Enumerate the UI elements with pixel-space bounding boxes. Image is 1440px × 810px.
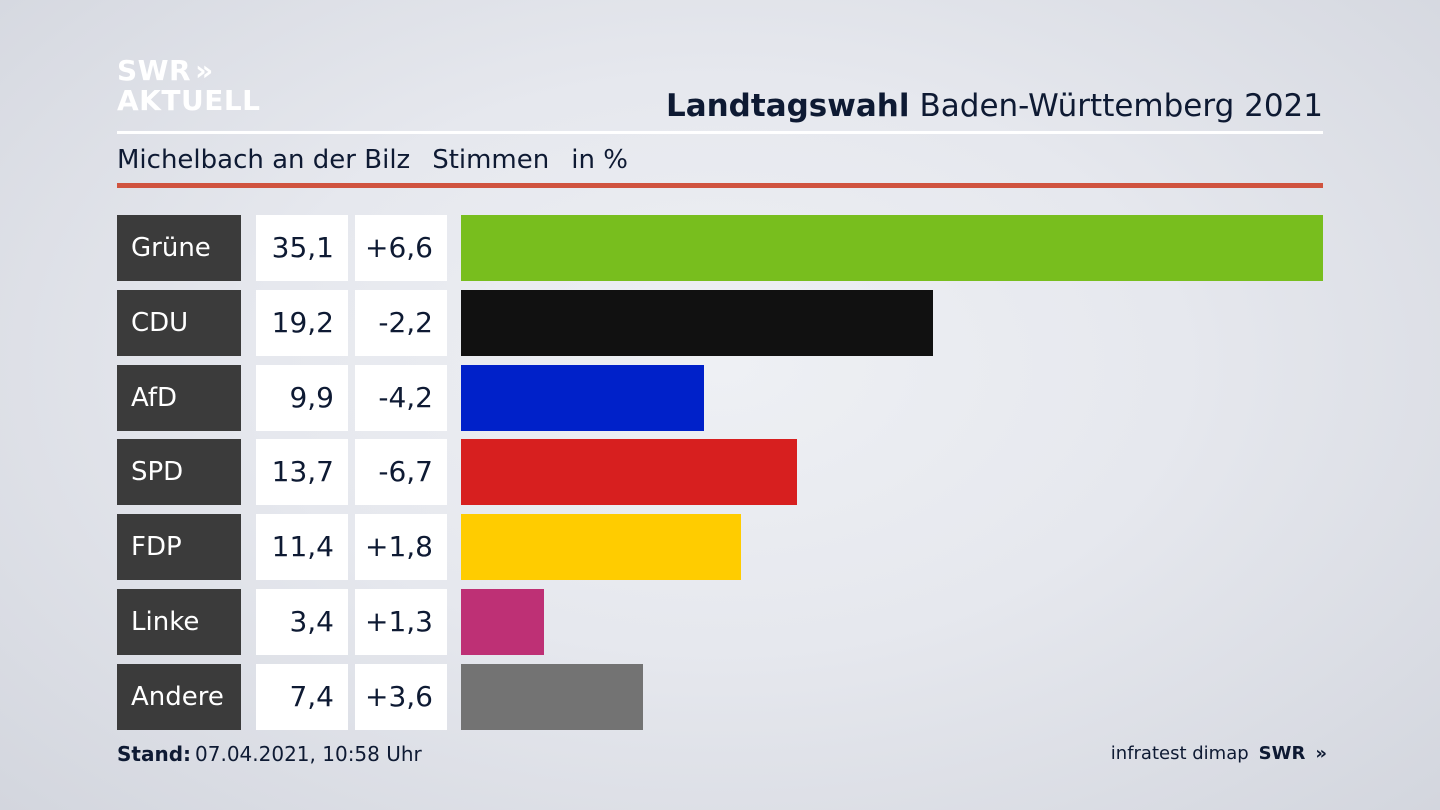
vote-share-bar [461, 365, 704, 431]
chart-row: Grüne 35,1 +6,6 [117, 215, 1323, 281]
vote-share-label: 13,7 [256, 439, 348, 505]
vote-share-label: 11,4 [256, 514, 348, 580]
vote-share-bar [461, 439, 797, 505]
vote-share-label: 9,9 [256, 365, 348, 431]
stand-value: 07.04.2021, 10:58 Uhr [195, 742, 422, 766]
chart-row: Andere 7,4 +3,6 [117, 664, 1323, 730]
vote-share-bar [461, 589, 544, 655]
vote-share-label: 35,1 [256, 215, 348, 281]
change-label: +3,6 [355, 664, 447, 730]
subtitle-divider [117, 183, 1323, 188]
subtitle-unit: in % [571, 145, 628, 175]
source-label: infratest dimap [1110, 743, 1249, 764]
vote-share-label: 3,4 [256, 589, 348, 655]
vote-share-bar [461, 290, 933, 356]
vote-share-label: 7,4 [256, 664, 348, 730]
header-divider [117, 131, 1323, 134]
brand-arrows: » [1315, 743, 1326, 764]
subtitle: Michelbach an der Bilz Stimmen in % [117, 142, 650, 178]
vote-share-bar [461, 215, 1323, 281]
title-rest: Baden-Württemberg 2021 [919, 88, 1323, 124]
party-label: SPD [117, 439, 241, 505]
change-label: +1,8 [355, 514, 447, 580]
logo-arrows: » [195, 54, 213, 87]
logo-swr: SWR [117, 54, 192, 87]
party-label: AfD [117, 365, 241, 431]
page-title: Landtagswahl Baden-Württemberg 2021 [666, 86, 1323, 126]
party-label: FDP [117, 514, 241, 580]
party-label: Andere [117, 664, 241, 730]
timestamp: Stand: 07.04.2021, 10:58 Uhr [117, 740, 422, 768]
change-label: -4,2 [355, 365, 447, 431]
change-label: -6,7 [355, 439, 447, 505]
chart-row: Linke 3,4 +1,3 [117, 589, 1323, 655]
change-label: -2,2 [355, 290, 447, 356]
change-label: +6,6 [355, 215, 447, 281]
subtitle-measure: Stimmen [432, 145, 550, 175]
chart-row: AfD 9,9 -4,2 [117, 365, 1323, 431]
chart-row: CDU 19,2 -2,2 [117, 290, 1323, 356]
chart-row: SPD 13,7 -6,7 [117, 439, 1323, 505]
subtitle-place: Michelbach an der Bilz [117, 145, 411, 175]
vote-share-bar [461, 514, 741, 580]
stand-label: Stand: [117, 742, 192, 766]
vote-share-bar [461, 664, 643, 730]
party-label: CDU [117, 290, 241, 356]
brand-swr: SWR [1258, 743, 1306, 764]
party-label: Grüne [117, 215, 241, 281]
swr-aktuell-logo: SWR» AKTUELL [117, 56, 261, 116]
party-label: Linke [117, 589, 241, 655]
change-label: +1,3 [355, 589, 447, 655]
logo-aktuell: AKTUELL [117, 84, 261, 117]
source-credit: infratest dimap SWR » [1110, 740, 1327, 768]
vote-share-label: 19,2 [256, 290, 348, 356]
title-bold: Landtagswahl [665, 88, 910, 124]
chart-row: FDP 11,4 +1,8 [117, 514, 1323, 580]
